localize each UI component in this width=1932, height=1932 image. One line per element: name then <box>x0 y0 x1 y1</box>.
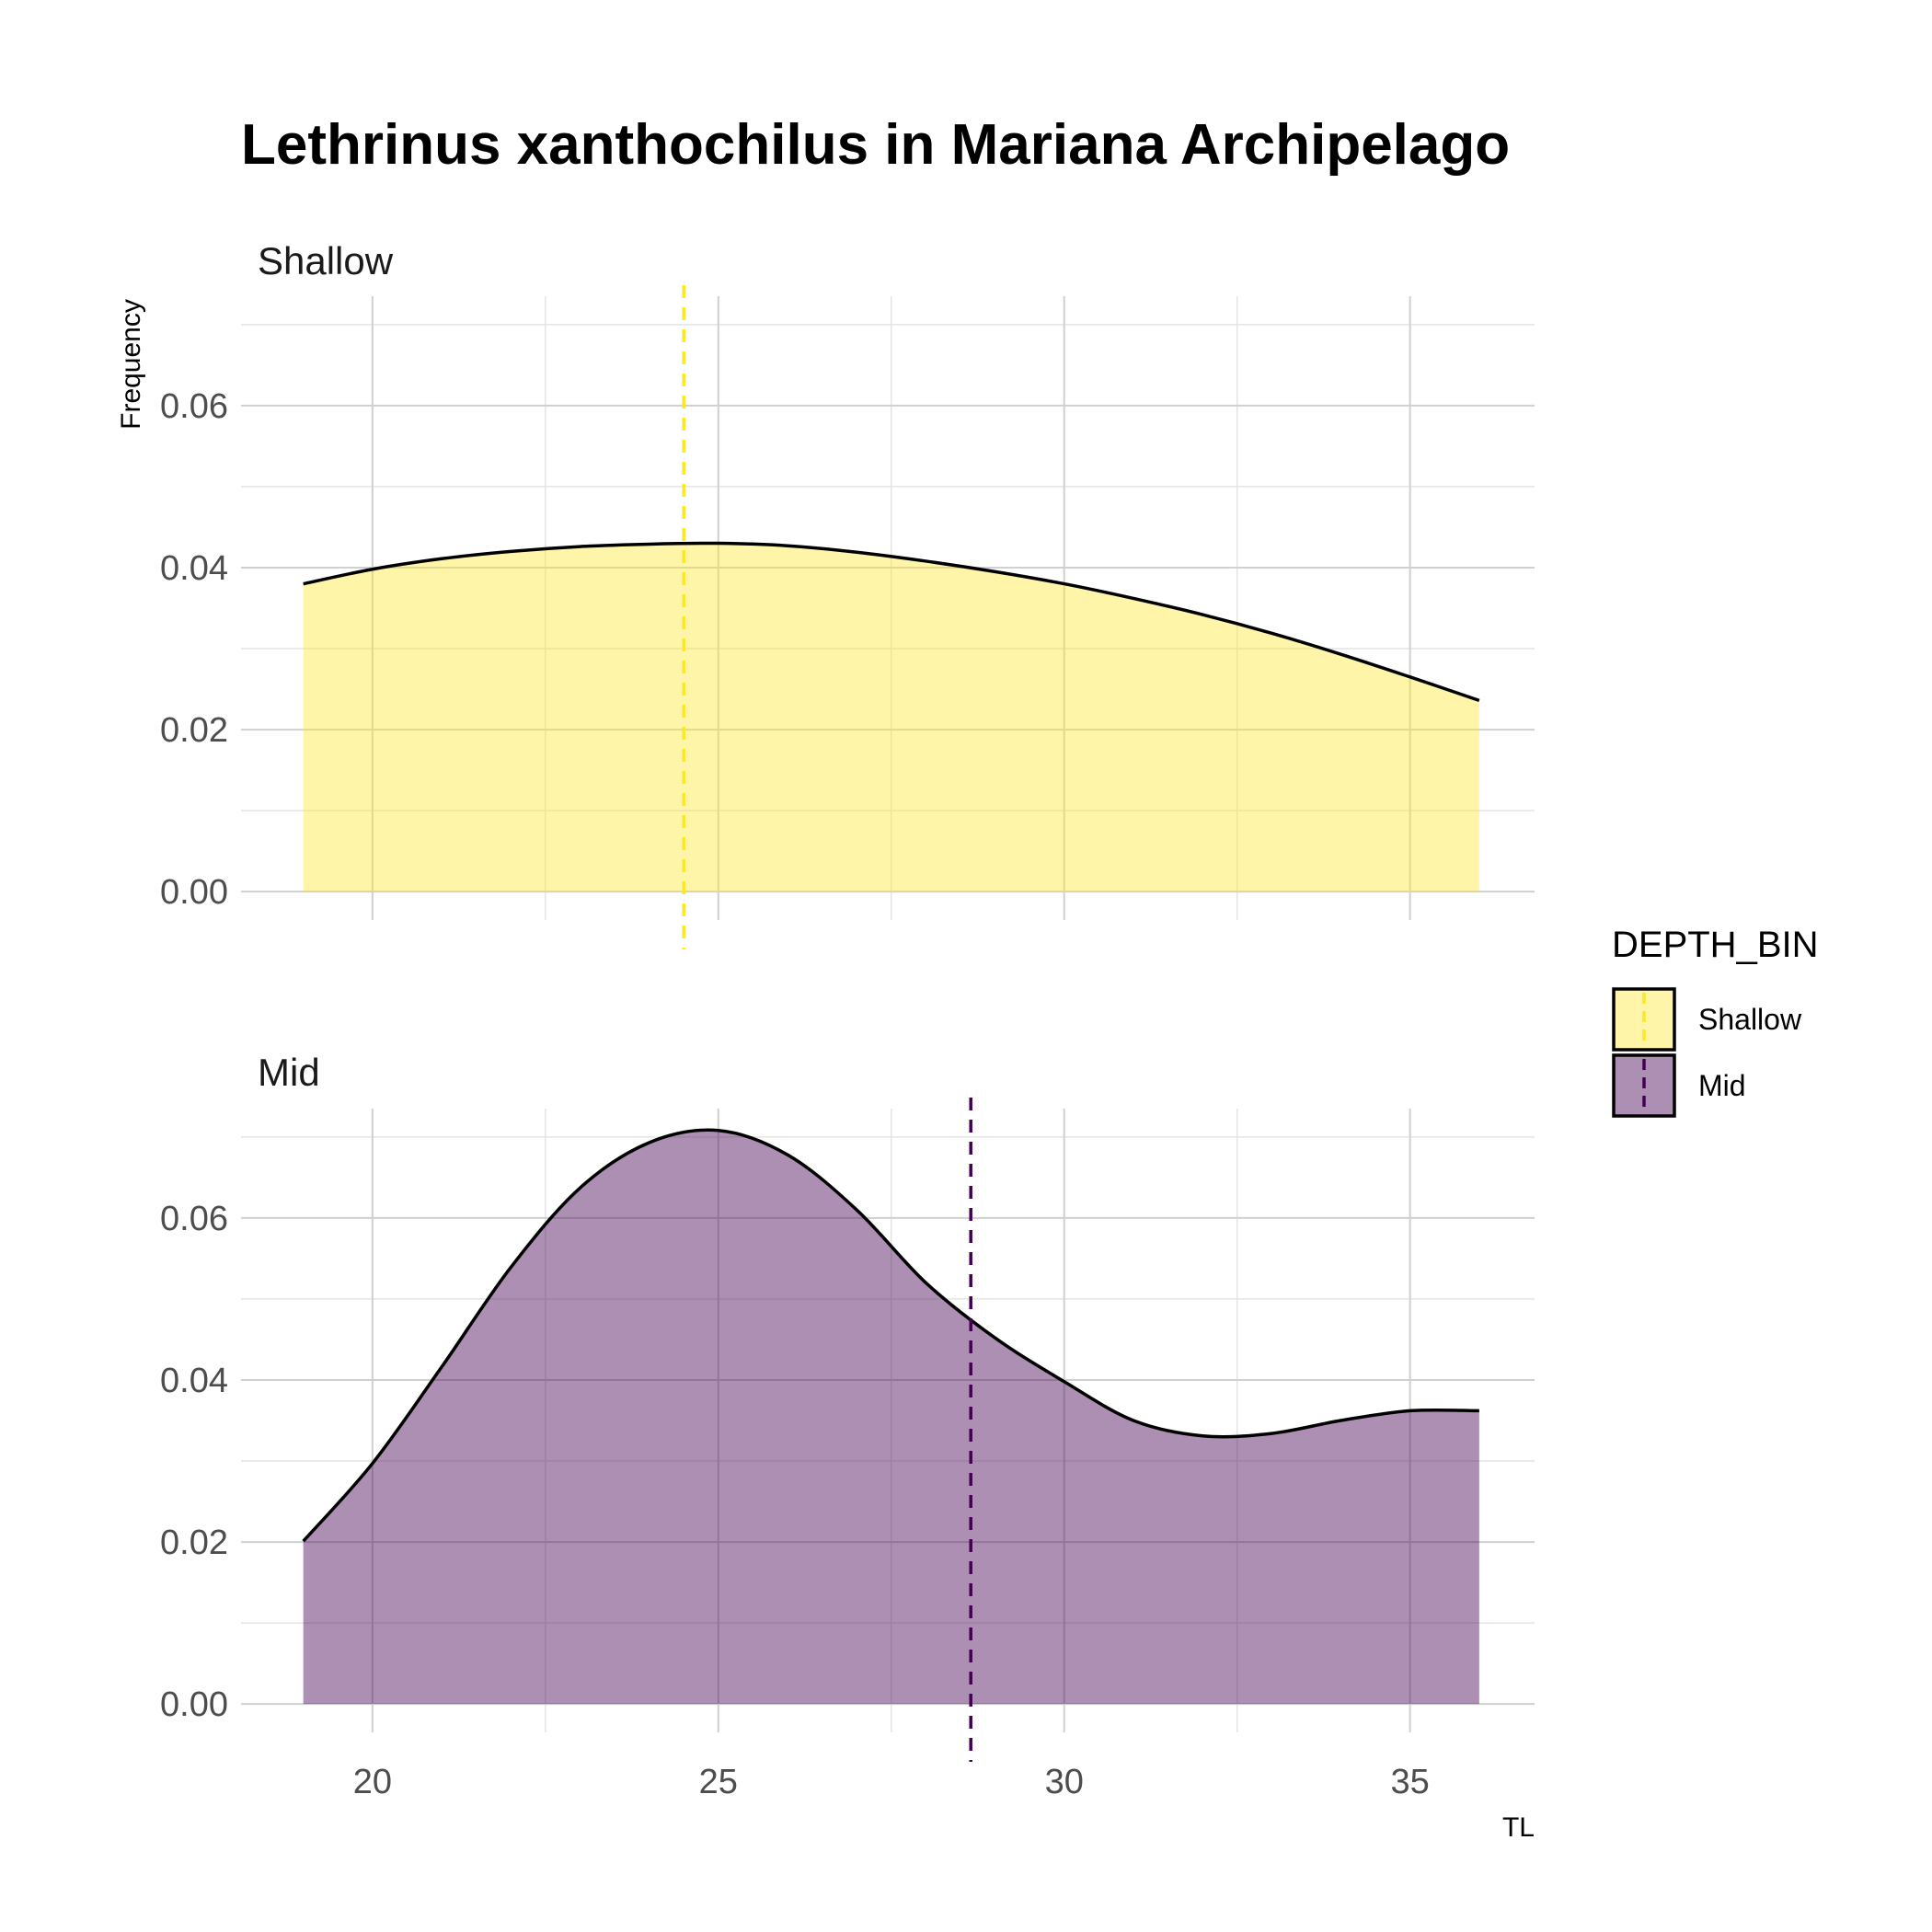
x-tick-label: 30 <box>1045 1763 1084 1801</box>
legend-title: DEPTH_BIN <box>1612 925 1819 965</box>
x-tick-label: 20 <box>353 1763 392 1801</box>
y-tick-label: 0.02 <box>160 711 228 750</box>
density-area-shallow <box>303 543 1479 892</box>
y-axis-title: Frequency <box>116 299 146 430</box>
legend: DEPTH_BIN Shallow Mid <box>1612 925 1819 1118</box>
facet-panels: Shallow 0.00 0.02 0.04 0.06 Mid 0.00 0.02 0.04 0.… <box>160 239 1535 1801</box>
density-line-mid <box>302 1128 1479 1543</box>
y-tick-label: 0.00 <box>160 1685 228 1724</box>
y-tick-label: 0.04 <box>160 549 228 588</box>
y-tick-label: 0.06 <box>160 387 228 426</box>
strip-label-mid: Mid <box>258 1051 320 1094</box>
density-area-mid <box>303 1130 1479 1705</box>
x-axis-title: TL <box>1502 1812 1535 1843</box>
legend-item-mid: Mid <box>1612 1053 1746 1118</box>
x-tick-label: 25 <box>699 1763 738 1801</box>
y-tick-label: 0.04 <box>160 1362 228 1400</box>
y-tick-label: 0.00 <box>160 873 228 912</box>
legend-label: Mid <box>1698 1069 1746 1102</box>
strip-label-shallow: Shallow <box>258 239 394 282</box>
panel-mid: Mid 0.00 0.02 0.04 0.06 20 25 30 35 <box>160 1051 1535 1801</box>
legend-label: Shallow <box>1698 1003 1802 1036</box>
y-tick-label: 0.06 <box>160 1200 228 1238</box>
chart-title: Lethrinus xanthochilus in Mariana Archip… <box>241 113 1510 177</box>
legend-item-shallow: Shallow <box>1612 987 1802 1052</box>
density-line-shallow <box>303 541 1480 703</box>
panel-shallow: Shallow 0.00 0.02 0.04 0.06 <box>160 239 1535 949</box>
y-tick-label: 0.02 <box>160 1524 228 1562</box>
x-tick-label: 35 <box>1391 1763 1430 1801</box>
